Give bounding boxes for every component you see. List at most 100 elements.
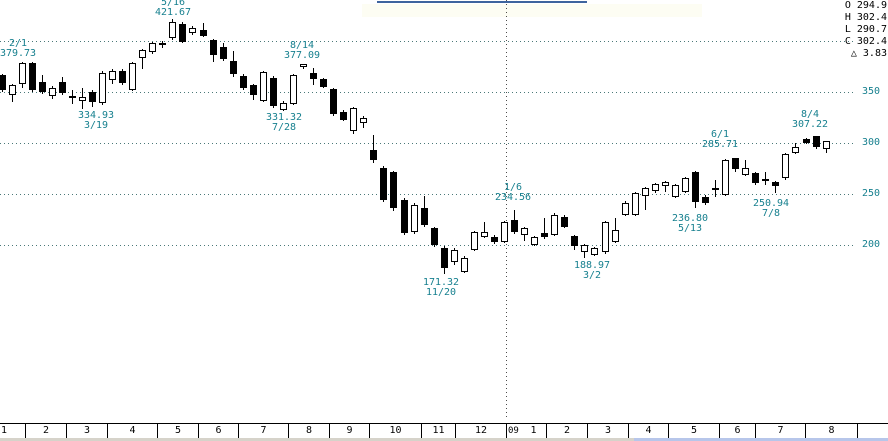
month-cell: 7 xyxy=(755,424,805,438)
candle-body xyxy=(722,160,729,195)
candle-wick xyxy=(665,181,666,192)
candle-body xyxy=(49,88,56,96)
candle-body xyxy=(501,222,508,242)
chart-canvas: 2/1 379.73 5/16 421.67 334.93 3/19 8/14 377… xyxy=(0,0,887,418)
candle-body xyxy=(79,97,86,101)
month-cell: 4 xyxy=(628,424,668,438)
candle-body xyxy=(622,203,629,215)
chart-annotation: 331.32 7/28 xyxy=(265,112,303,133)
candle-body xyxy=(380,168,387,200)
candle-body xyxy=(792,147,799,153)
candle-body xyxy=(0,75,6,90)
candle-body xyxy=(772,182,779,186)
month-cell: 10 xyxy=(369,424,421,438)
price-axis-label: 350 xyxy=(861,86,880,97)
candle-body xyxy=(581,245,588,252)
candle-body xyxy=(320,79,327,87)
candle-body xyxy=(69,96,76,98)
candle-body xyxy=(240,76,247,88)
candle-body xyxy=(300,64,307,67)
candle-body xyxy=(481,232,488,237)
candle-body xyxy=(662,182,669,186)
candle-body xyxy=(280,103,287,110)
chart-annotation: 8/14 377.09 xyxy=(283,40,321,61)
gridline xyxy=(0,245,856,246)
candle-wick xyxy=(373,135,374,163)
chart-annotation: 171.32 11/20 xyxy=(422,277,460,298)
month-cell: 1 xyxy=(0,424,25,438)
chart-annotation: 188.97 3/2 xyxy=(573,260,611,281)
chart-annotation: 2/1 379.73 xyxy=(0,38,37,59)
chart-annotation: 5/16 421.67 xyxy=(154,0,192,18)
candle-body xyxy=(401,200,408,233)
candle-body xyxy=(591,248,598,255)
candle-body xyxy=(119,71,126,83)
chart-annotation: 236.80 5/13 xyxy=(671,213,709,234)
candle-body xyxy=(129,63,136,90)
candle-body xyxy=(702,197,709,203)
gridline xyxy=(0,143,856,144)
candle-body xyxy=(411,205,418,232)
candle-body xyxy=(511,220,518,232)
candle-body xyxy=(431,228,438,245)
candle-body xyxy=(360,118,367,123)
candle-body xyxy=(642,188,649,196)
month-label: 1 xyxy=(530,425,537,436)
candle-body xyxy=(200,30,207,36)
price-axis-label: 300 xyxy=(861,137,880,148)
candle-wick xyxy=(765,172,766,185)
ohlc-legend-line: H 302.4 xyxy=(844,12,887,23)
candle-wick xyxy=(484,222,485,238)
chart-annotation: 1/6 234.56 xyxy=(494,182,532,203)
candle-body xyxy=(159,43,166,45)
candle-body xyxy=(99,73,106,103)
gridline xyxy=(0,92,856,93)
candle-body xyxy=(179,24,186,42)
year-divider-line xyxy=(506,0,507,418)
month-cell: 11 xyxy=(421,424,455,438)
candle-body xyxy=(541,233,548,237)
candle-body xyxy=(461,258,468,272)
candle-body xyxy=(561,217,568,227)
scrollbar xyxy=(0,438,888,441)
candle-body xyxy=(531,237,538,245)
candle-body xyxy=(732,158,739,169)
candle-wick xyxy=(775,181,776,193)
candle-body xyxy=(451,250,458,262)
candle-body xyxy=(260,72,267,101)
candle-wick xyxy=(142,49,143,69)
candle-body xyxy=(652,184,659,191)
price-axis-label: 250 xyxy=(861,188,880,199)
candle-body xyxy=(390,172,397,208)
scrollbar-thumb[interactable] xyxy=(634,438,888,441)
month-cell: 6 xyxy=(719,424,755,438)
window-edge-line xyxy=(377,1,587,3)
month-cell: 12 xyxy=(455,424,506,438)
month-cell: 7 xyxy=(238,424,288,438)
candle-body xyxy=(9,85,16,95)
month-cell: 2 xyxy=(546,424,587,438)
candle-body xyxy=(602,222,609,252)
candle-body xyxy=(330,89,337,114)
gridline xyxy=(0,194,856,195)
month-cell: 5 xyxy=(668,424,719,438)
candle-body xyxy=(250,85,257,95)
month-axis: 1 2 3 4 5 6 7 8 9 10 11 12 09 1 2 3 4 5 6 7 8 xyxy=(0,423,888,439)
month-cell: 8 xyxy=(805,424,857,438)
candle-body xyxy=(109,71,116,80)
highlight-band xyxy=(362,4,702,17)
candle-body xyxy=(370,150,377,160)
candle-body xyxy=(491,237,498,242)
month-cell: 2 xyxy=(25,424,66,438)
candle-body xyxy=(782,154,789,178)
chart-annotation: 8/4 307.22 xyxy=(791,109,829,130)
ohlc-legend-line: L 290.7 xyxy=(844,24,887,35)
price-axis-label: 200 xyxy=(861,239,880,250)
gridline xyxy=(0,41,856,42)
month-cell: 09 1 xyxy=(506,424,546,438)
candle-body xyxy=(310,73,317,79)
candle-body xyxy=(823,141,830,149)
ohlc-legend-line: O 294.9 xyxy=(844,0,887,11)
month-cell: 5 xyxy=(157,424,198,438)
scrollbar-track[interactable] xyxy=(0,438,634,441)
